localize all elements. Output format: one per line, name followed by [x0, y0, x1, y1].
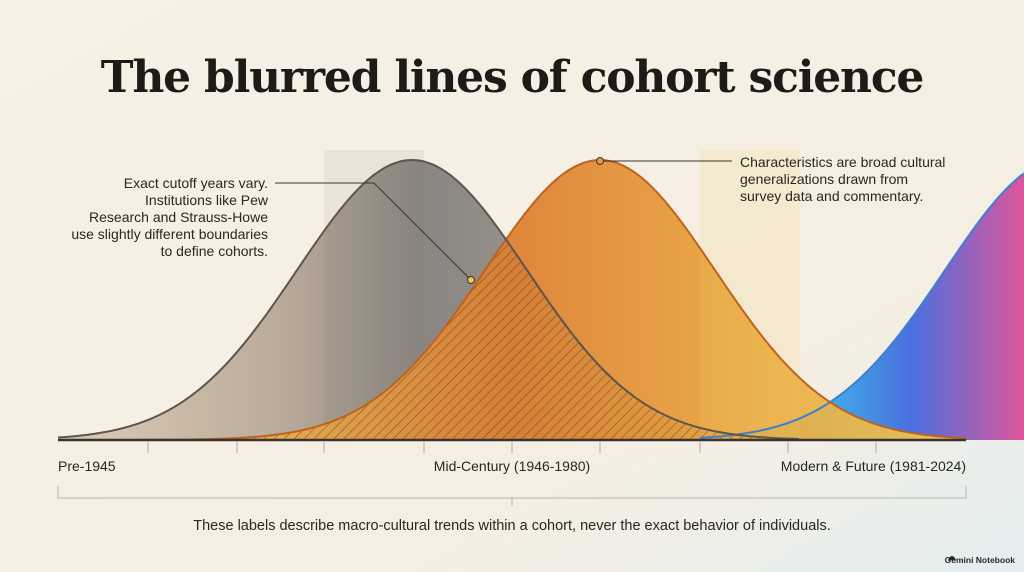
leader-line — [275, 182, 472, 281]
note-line: to define cohorts. — [161, 243, 268, 259]
leader-dot — [596, 157, 604, 165]
note-line: generalizations drawn from — [740, 171, 908, 187]
cohort-curve-midcentury — [140, 160, 966, 440]
note-line: Research and Strauss-Howe — [89, 209, 268, 225]
overlap-hatch — [180, 240, 860, 440]
curves — [57, 150, 1024, 441]
curve-outline — [57, 158, 800, 440]
note-line: survey data and commentary. — [740, 188, 923, 204]
title: The blurred lines of cohort science — [101, 52, 923, 103]
leader-dot — [467, 276, 475, 284]
axis-label: Modern & Future (1981-2024) — [781, 458, 966, 474]
band-shade — [700, 150, 800, 440]
brand-name: Gemini Notebook — [945, 555, 1016, 565]
bracket — [57, 486, 967, 506]
curve-outline — [140, 159, 966, 441]
axis-label: Mid-Century (1946-1980) — [434, 458, 590, 474]
cohort-curve-modern — [700, 173, 1024, 440]
note-line: Characteristics are broad cultural — [740, 154, 945, 170]
axis-label: Pre-1945 — [58, 458, 116, 474]
footnote: These labels describe macro-cultural tre… — [193, 518, 831, 534]
note-line: Exact cutoff years vary. — [124, 175, 268, 191]
brand-icon — [948, 556, 956, 560]
brand: Gemini Notebook — [945, 555, 1016, 565]
ticks — [147, 441, 877, 453]
note-line: Institutions like Pew — [145, 192, 269, 208]
cohort-curve-pre1945 — [58, 160, 800, 440]
right-callout: Characteristics are broad cultural gener… — [596, 154, 945, 204]
left-callout: Exact cutoff years vary. Institutions li… — [71, 175, 475, 284]
curve-outline — [699, 172, 1024, 439]
note-line: use slightly different boundaries — [71, 226, 268, 242]
